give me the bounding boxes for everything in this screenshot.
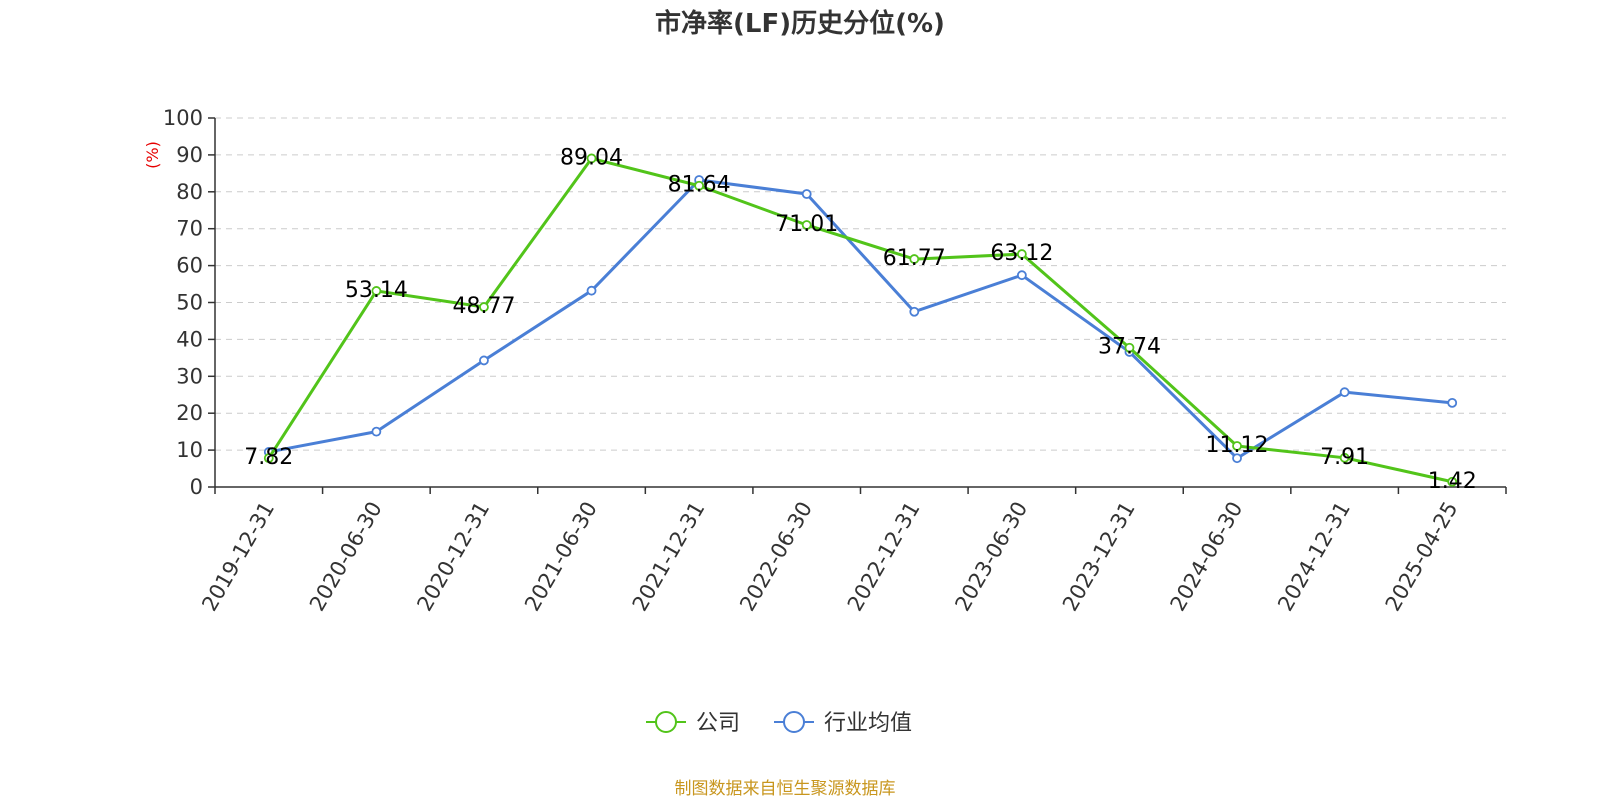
data-point <box>1339 387 1350 398</box>
x-tick-label: 2020-12-31 <box>412 498 494 616</box>
data-label: 37.74 <box>1098 335 1161 360</box>
data-label: 7.82 <box>244 445 293 470</box>
grid-lines <box>215 117 1506 451</box>
x-tick-label: 2021-12-31 <box>628 498 710 616</box>
data-label: 53.14 <box>345 278 408 303</box>
data-label: 63.12 <box>990 241 1053 266</box>
data-label: 48.77 <box>452 294 515 319</box>
series-layer <box>263 153 1458 487</box>
data-label: 7.91 <box>1320 445 1369 470</box>
chart-title: 市净率(LF)历史分位(%) <box>655 8 945 39</box>
data-point <box>1232 441 1242 451</box>
y-tick-label: 70 <box>176 217 203 241</box>
x-tick-label: 2022-12-31 <box>843 498 925 616</box>
data-point <box>801 189 812 199</box>
data-point <box>479 302 489 312</box>
data-point <box>479 355 489 366</box>
x-tick-label: 2020-06-30 <box>305 498 387 616</box>
legend-item-1[interactable]: 行业均值 <box>774 711 912 736</box>
legend-marker <box>783 711 805 733</box>
x-tick-label: 2023-12-31 <box>1058 498 1140 616</box>
legend-marker <box>655 711 677 733</box>
data-point <box>1016 249 1027 259</box>
y-tick-label: 10 <box>176 438 203 462</box>
y-tick-label: 0 <box>190 475 203 499</box>
y-tick-label: 90 <box>176 143 203 167</box>
data-label: 11.12 <box>1206 433 1269 458</box>
axes: 0 10 20 30 40 50 60 70 80 90 100 2019-12-31 2020-06-… <box>163 106 1507 616</box>
data-label: 89.04 <box>560 145 623 170</box>
x-tick-label: 2025-04-25 <box>1381 498 1463 616</box>
series-line-1 <box>268 178 1453 460</box>
x-tick-label: 2024-06-30 <box>1166 498 1248 616</box>
x-tick-label: 2021-06-30 <box>520 498 602 616</box>
x-tick-label: 2024-12-31 <box>1273 498 1355 616</box>
legend[interactable]: 公司 行业均值 <box>646 711 912 736</box>
y-tick-label: 40 <box>176 327 203 351</box>
legend-label: 公司 <box>696 711 740 736</box>
y-tick-label: 100 <box>163 106 203 130</box>
data-point <box>371 286 382 296</box>
data-label: 1.42 <box>1428 469 1477 494</box>
data-point <box>1232 453 1242 464</box>
data-point <box>801 220 812 230</box>
series-line-0 <box>267 156 1453 484</box>
data-point <box>1339 452 1350 463</box>
data-labels: 7.82 53.14 48.77 89.04 81.64 71.01 61.77 63.12 3… <box>244 145 1476 493</box>
y-tick-label: 80 <box>176 180 203 204</box>
y-tick-label: 30 <box>176 364 203 388</box>
data-point <box>1124 342 1135 353</box>
data-point <box>371 426 382 437</box>
data-point <box>263 453 274 464</box>
x-tick-label: 2022-06-30 <box>735 498 817 616</box>
x-tick-label: 2023-06-30 <box>950 498 1032 616</box>
legend-label: 行业均值 <box>824 711 912 736</box>
data-point <box>1016 270 1027 281</box>
data-point <box>586 153 597 164</box>
data-point <box>909 306 920 317</box>
data-label: 71.01 <box>775 212 838 237</box>
data-point <box>586 285 597 296</box>
x-tick-label: 2019-12-31 <box>197 498 279 616</box>
y-tick-label: 50 <box>176 291 203 315</box>
y-axis-label: (%) <box>143 141 162 169</box>
y-tick-label: 60 <box>176 254 203 278</box>
data-point <box>1447 397 1458 408</box>
y-tick-label: 20 <box>176 401 203 425</box>
source-note: 制图数据来自恒生聚源数据库 <box>675 779 896 799</box>
data-label: 81.64 <box>668 173 731 198</box>
data-point <box>694 180 705 191</box>
data-point <box>1447 476 1458 487</box>
legend-item-0[interactable]: 公司 <box>646 711 740 736</box>
data-label: 61.77 <box>883 246 946 271</box>
data-point <box>909 254 920 264</box>
